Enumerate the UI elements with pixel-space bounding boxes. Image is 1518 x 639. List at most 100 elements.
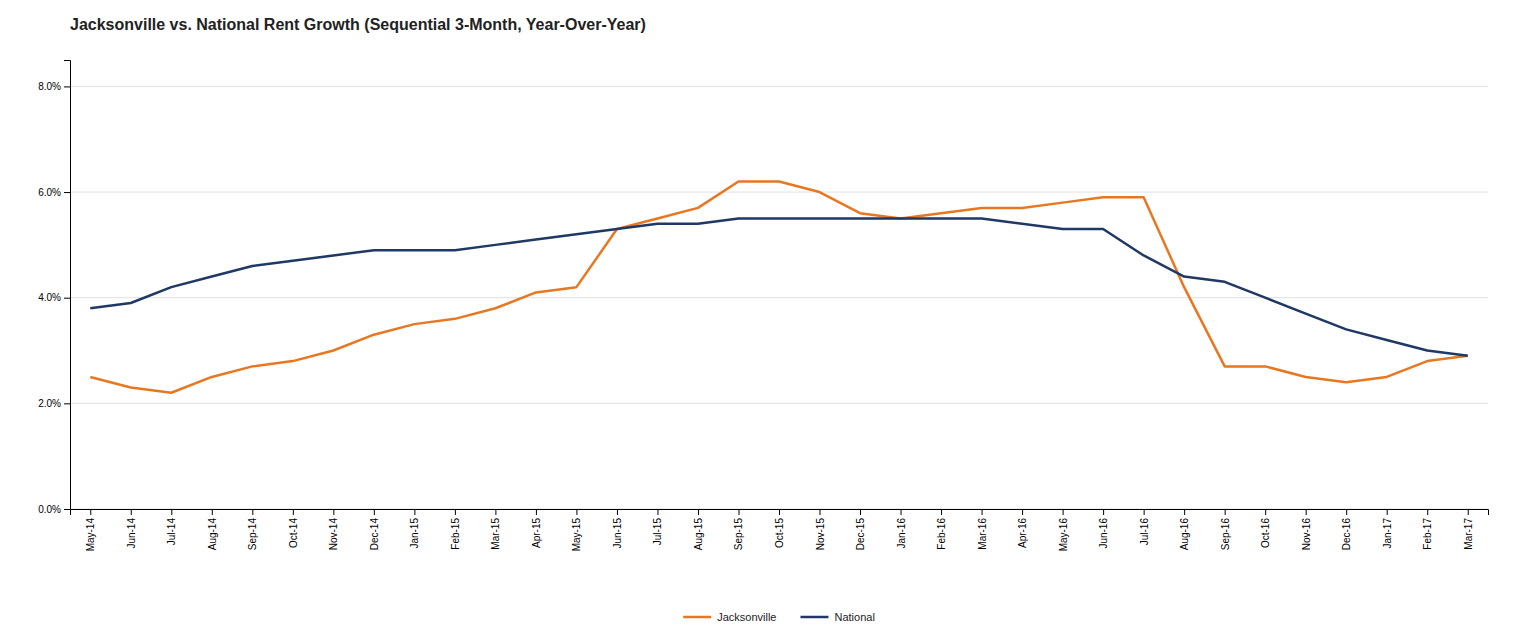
x-tick: Aug-16 (1179, 509, 1190, 550)
y-tick-mark (64, 192, 70, 193)
x-tick-mark (1387, 509, 1388, 515)
x-tick: Sep-14 (247, 509, 258, 550)
x-tick-mark (1063, 509, 1064, 515)
x-tick-mark (374, 509, 375, 515)
x-tick-label: Dec-14 (369, 518, 380, 551)
y-tick-label: 2.0% (38, 398, 61, 409)
x-tick-label: Feb-15 (450, 518, 461, 550)
x-tick: Feb-15 (450, 509, 461, 550)
legend-item: National (800, 611, 874, 623)
x-tick: Dec-16 (1341, 509, 1352, 550)
x-axis: May-14 Jun-14 Jul-14 Aug-14 Sep-14 Oct-14 Nov-… (71, 509, 1489, 551)
x-tick-mark (617, 509, 618, 515)
x-tick-label: Aug-15 (693, 518, 704, 551)
legend-label: Jacksonville (717, 611, 776, 623)
x-tick-label: May-14 (85, 518, 96, 552)
x-tick-label: Aug-14 (207, 518, 218, 551)
x-tick-label: Jun-16 (1098, 518, 1109, 549)
x-tick: Nov-14 (328, 509, 339, 550)
x-tick-mark (779, 509, 780, 515)
x-tick-label: Apr-15 (531, 518, 542, 548)
x-tick: Sep-16 (1220, 509, 1231, 550)
x-tick: Nov-16 (1301, 509, 1312, 550)
x-tick-mark (212, 509, 213, 515)
x-tick-mark (1022, 509, 1023, 515)
x-tick-mark (1103, 509, 1104, 515)
x-tick: Dec-15 (855, 509, 866, 550)
y-tick: 8.0% (38, 81, 70, 92)
x-tick: Oct-14 (288, 509, 299, 548)
x-tick-label: Mar-15 (490, 518, 501, 550)
x-tick: Mar-17 (1463, 509, 1474, 550)
x-tick-mark (576, 509, 577, 515)
x-tick-label: Dec-15 (855, 518, 866, 551)
x-tick: Dec-14 (369, 509, 380, 550)
y-tick-label: 0.0% (38, 504, 61, 515)
x-tick-label: Mar-17 (1463, 518, 1474, 550)
x-tick: Apr-15 (531, 509, 542, 548)
x-tick: Nov-15 (815, 509, 826, 550)
title: Jacksonville vs. National Rent Growth (S… (70, 16, 646, 33)
x-tick-mark (171, 509, 172, 515)
x-tick: Aug-14 (207, 509, 218, 550)
x-tick-mark (414, 509, 415, 515)
series-line (90, 181, 1467, 392)
x-tick-label: Oct-16 (1260, 518, 1271, 548)
y-tick-label: 6.0% (38, 187, 61, 198)
y-tick-label: 8.0% (38, 81, 61, 92)
plot: 0.0%2.0%4.0%6.0%8.0%May-14Jun-14Jul-14Au… (38, 61, 1488, 552)
x-tick-label: Oct-15 (774, 518, 785, 548)
x-tick: May-14 (85, 509, 96, 551)
chart: Jacksonville vs. National Rent Growth (S… (0, 0, 1518, 639)
x-tick-mark (738, 509, 739, 515)
x-tick: Feb-17 (1422, 509, 1433, 550)
y-tick-mark (64, 403, 70, 404)
legend-swatch (800, 616, 828, 619)
y-tick: 6.0% (38, 187, 70, 198)
x-tick-mark (455, 509, 456, 515)
x-tick-mark (860, 509, 861, 515)
x-tick: Jan-15 (409, 509, 420, 549)
series-line (90, 218, 1467, 355)
x-tick: Oct-16 (1260, 509, 1271, 548)
x-tick-label: May-15 (571, 518, 582, 552)
x-axis-line (71, 510, 1489, 516)
x-tick-mark (1427, 509, 1428, 515)
x-tick-label: Aug-16 (1179, 518, 1190, 551)
x-tick: Feb-16 (936, 509, 947, 550)
x-tick-label: Jun-15 (612, 518, 623, 549)
x-tick-label: Oct-14 (288, 518, 299, 548)
x-tick-mark (1346, 509, 1347, 515)
x-tick-mark (698, 509, 699, 515)
x-tick-mark (333, 509, 334, 515)
x-tick-label: Mar-16 (977, 518, 988, 550)
x-tick-mark (1225, 509, 1226, 515)
x-tick-label: Apr-16 (1017, 518, 1028, 548)
x-tick-label: Jul-14 (166, 518, 177, 546)
x-tick-label: Jan-17 (1382, 518, 1393, 549)
y-axis: 0.0%2.0%4.0%6.0%8.0% (38, 61, 70, 515)
x-tick-mark (495, 509, 496, 515)
x-tick-label: Feb-17 (1422, 518, 1433, 550)
x-tick: Jan-16 (896, 509, 907, 549)
legend: Jacksonville National (683, 611, 875, 623)
x-tick-label: Jun-14 (126, 518, 137, 549)
x-tick: Sep-15 (733, 509, 744, 550)
grid-line (70, 297, 1488, 298)
x-tick-mark (1144, 509, 1145, 515)
x-tick: Jun-14 (126, 509, 137, 549)
grid-line (70, 403, 1488, 404)
x-tick-label: Dec-16 (1341, 518, 1352, 551)
y-tick-mark (64, 86, 70, 87)
x-tick-mark (1184, 509, 1185, 515)
x-tick-mark (1265, 509, 1266, 515)
x-tick: Jan-17 (1382, 509, 1393, 549)
y-axis-line (64, 61, 71, 510)
x-tick-mark (1468, 509, 1469, 515)
x-tick: Aug-15 (693, 509, 704, 550)
x-tick-label: Nov-16 (1301, 518, 1312, 551)
x-tick-label: Sep-15 (733, 518, 744, 551)
x-tick: Jul-14 (166, 509, 177, 545)
x-tick-mark (901, 509, 902, 515)
x-tick: Jun-15 (612, 509, 623, 549)
